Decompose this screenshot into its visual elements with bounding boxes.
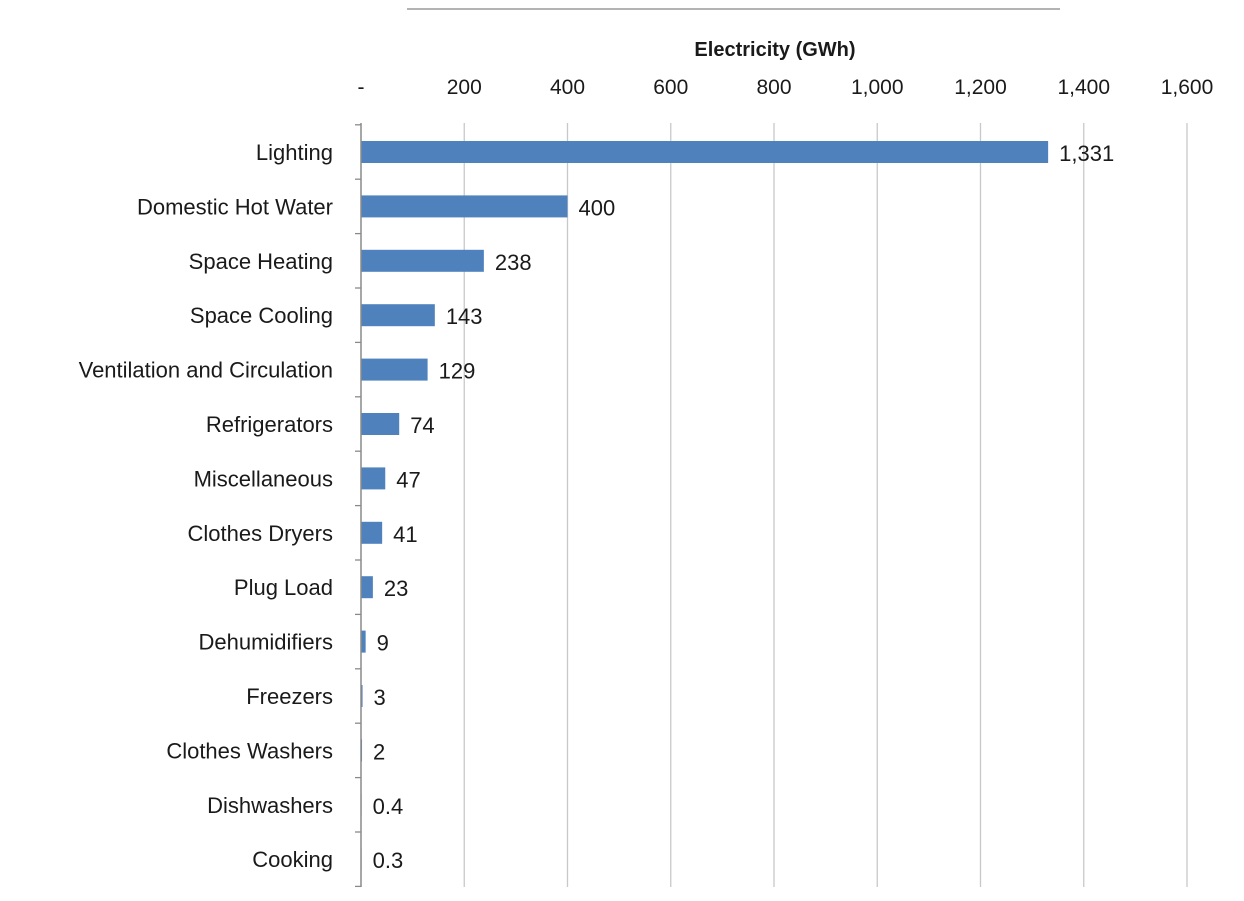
data-label: 238 bbox=[495, 250, 532, 275]
x-tick-label: 1,000 bbox=[851, 76, 904, 99]
value-labels: 1,331 400 238 143 129 74 47 41 23 9 3 2 0.4 0.3 bbox=[373, 141, 1115, 873]
category-label: Freezers bbox=[246, 684, 333, 709]
category-label: Domestic Hot Water bbox=[137, 194, 333, 219]
data-label: 400 bbox=[579, 195, 616, 220]
bar bbox=[361, 358, 428, 381]
bar bbox=[361, 304, 435, 327]
data-label: 129 bbox=[439, 359, 476, 384]
category-label: Dishwashers bbox=[207, 793, 333, 818]
data-label: 9 bbox=[377, 631, 389, 656]
x-tick-label: 1,400 bbox=[1057, 76, 1110, 99]
x-tick-label: 800 bbox=[756, 76, 791, 99]
bar bbox=[361, 576, 373, 599]
gridlines bbox=[463, 123, 1188, 887]
bar bbox=[361, 521, 383, 544]
category-label: Clothes Washers bbox=[166, 738, 333, 763]
x-tick-label: 600 bbox=[653, 76, 688, 99]
bar bbox=[361, 141, 1049, 163]
x-tick-label: 400 bbox=[550, 76, 585, 99]
category-label: Lighting bbox=[256, 140, 333, 165]
category-labels: Lighting Domestic Hot Water Space Heating S… bbox=[79, 140, 333, 872]
category-label: Refrigerators bbox=[206, 412, 333, 437]
x-axis-ticks: - 200 400 600 800 1,000 1,200 1,400 1,600 bbox=[358, 76, 1214, 99]
category-label: Clothes Dryers bbox=[188, 521, 333, 546]
x-tick-label: 1,200 bbox=[954, 76, 1007, 99]
data-label: 41 bbox=[393, 522, 417, 547]
category-label: Plug Load bbox=[234, 575, 333, 600]
data-label: 3 bbox=[374, 685, 386, 710]
bar bbox=[361, 249, 484, 272]
category-label: Cooking bbox=[252, 847, 333, 872]
x-tick-label: 200 bbox=[447, 76, 482, 99]
data-label: 74 bbox=[410, 413, 434, 438]
bar bbox=[361, 685, 363, 707]
x-axis-title: Electricity (GWh) bbox=[694, 39, 855, 61]
y-axis bbox=[355, 123, 362, 888]
data-label: 143 bbox=[446, 304, 483, 329]
category-label: Miscellaneous bbox=[194, 466, 333, 491]
data-label: 47 bbox=[396, 467, 420, 492]
category-label: Space Cooling bbox=[190, 303, 333, 328]
bar bbox=[361, 467, 386, 490]
data-label: 0.4 bbox=[373, 794, 404, 819]
category-label: Space Heating bbox=[189, 249, 333, 274]
bar bbox=[361, 630, 366, 653]
data-label: 1,331 bbox=[1059, 141, 1114, 166]
bar bbox=[361, 195, 568, 218]
data-label: 2 bbox=[373, 739, 385, 764]
data-label: 0.3 bbox=[373, 848, 404, 873]
category-label: Ventilation and Circulation bbox=[79, 358, 333, 383]
x-tick-label: 1,600 bbox=[1161, 76, 1214, 99]
data-label: 23 bbox=[384, 576, 408, 601]
x-tick-label: - bbox=[358, 76, 365, 99]
bars bbox=[361, 141, 1049, 871]
category-label: Dehumidifiers bbox=[199, 630, 334, 655]
bar bbox=[361, 413, 400, 435]
